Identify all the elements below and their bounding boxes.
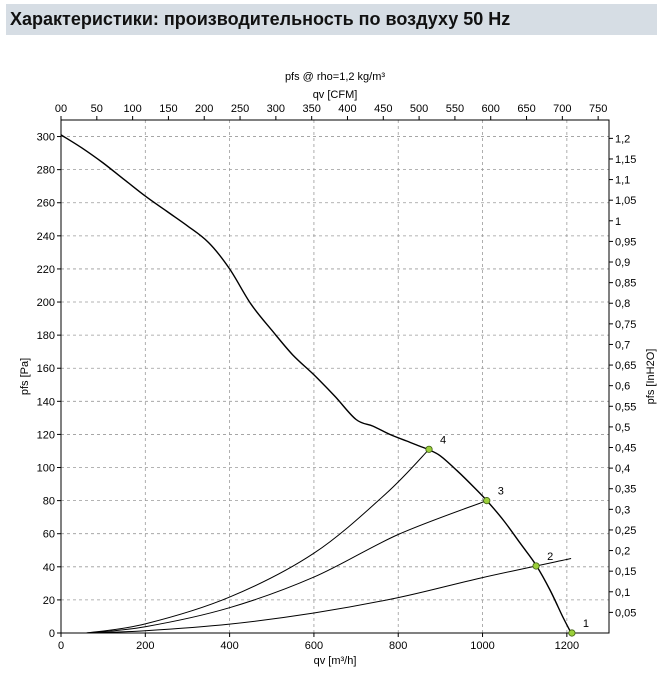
x-tick-label: 0 xyxy=(58,640,64,652)
y2-tick-label: 0,45 xyxy=(615,443,636,455)
fan-curve-line xyxy=(60,134,572,634)
operating-point-label: 3 xyxy=(498,486,504,498)
y2-tick-label: 1,1 xyxy=(615,175,630,187)
y-tick-label: 220 xyxy=(37,264,55,276)
y2-tick-label: 0,85 xyxy=(615,278,636,290)
x-axis-label: qv [m³/h] xyxy=(314,655,357,667)
y-tick-label: 120 xyxy=(37,429,55,441)
y-tick-label: 200 xyxy=(37,297,55,309)
system-curve-line xyxy=(86,500,487,634)
x2-tick-label: 250 xyxy=(231,103,249,115)
y-tick-label: 160 xyxy=(37,363,55,375)
x2-tick-label: 750 xyxy=(589,103,607,115)
y-tick-label: 260 xyxy=(37,198,55,210)
chart-title: pfs @ rho=1,2 kg/m³ xyxy=(285,71,385,83)
x-tick-label: 200 xyxy=(136,640,154,652)
y2-tick-label: 0,9 xyxy=(615,257,630,269)
x-tick-label: 600 xyxy=(305,640,323,652)
y2-tick-label: 0,55 xyxy=(615,401,636,413)
y2-tick-label: 0,2 xyxy=(615,546,630,558)
x2-tick-label: 50 xyxy=(91,103,103,115)
y-tick-label: 100 xyxy=(37,463,55,475)
y2-tick-label: 0,05 xyxy=(615,607,636,619)
x2-tick-label: 650 xyxy=(517,103,535,115)
x2-tick-label: 600 xyxy=(482,103,500,115)
y-tick-label: 280 xyxy=(37,165,55,177)
y-tick-label: 40 xyxy=(43,562,55,574)
y2-tick-label: 1,2 xyxy=(615,133,630,145)
x2-tick-label: 150 xyxy=(159,103,177,115)
y-tick-label: 240 xyxy=(37,231,55,243)
y-tick-label: 80 xyxy=(43,496,55,508)
y2-tick-label: 0,4 xyxy=(615,463,630,475)
header-bar: Характеристики: производительность по во… xyxy=(6,4,657,35)
page-title: Характеристики: производительность по во… xyxy=(10,9,511,29)
y2-tick-label: 0,8 xyxy=(615,298,630,310)
operating-point-marker xyxy=(568,629,576,637)
operating-point-marker xyxy=(483,497,491,505)
y2-tick-label: 1,05 xyxy=(615,195,636,207)
y2-tick-label: 0,95 xyxy=(615,236,636,248)
y-tick-label: 180 xyxy=(37,330,55,342)
plot-frame xyxy=(60,119,610,634)
operating-point-label: 2 xyxy=(547,551,553,563)
x2-tick-label: 200 xyxy=(195,103,213,115)
y2-tick-label: 0,65 xyxy=(615,360,636,372)
x2-tick-label: 350 xyxy=(302,103,320,115)
x2-tick-label: 00 xyxy=(55,103,67,115)
x-tick-label: 1000 xyxy=(470,640,494,652)
operating-point-marker xyxy=(532,562,540,570)
ticks: 0 200 400 600 800 1000 12000204060801001201401… xyxy=(37,103,637,652)
x2-axis-label: qv [CFM] xyxy=(313,89,358,101)
y2-tick-label: 0,25 xyxy=(615,525,636,537)
y-tick-label: 20 xyxy=(43,595,55,607)
y2-tick-label: 0,75 xyxy=(615,319,636,331)
y2-tick-label: 1 xyxy=(615,216,621,228)
y-tick-label: 60 xyxy=(43,529,55,541)
x2-tick-label: 300 xyxy=(267,103,285,115)
system-curve-line xyxy=(86,448,430,634)
y2-tick-label: 0,7 xyxy=(615,339,630,351)
x2-tick-label: 100 xyxy=(123,103,141,115)
y2-tick-label: 0,35 xyxy=(615,484,636,496)
curves: 1 2 3 4 xyxy=(60,134,589,637)
y2-tick-label: 0,6 xyxy=(615,381,630,393)
y2-tick-label: 0,1 xyxy=(615,587,630,599)
y2-tick-label: 0,3 xyxy=(615,504,630,516)
x-tick-label: 1200 xyxy=(555,640,579,652)
y-tick-label: 140 xyxy=(37,396,55,408)
operating-point-marker xyxy=(425,445,433,453)
x-tick-label: 400 xyxy=(220,640,238,652)
x2-tick-label: 700 xyxy=(553,103,571,115)
y2-tick-label: 0,5 xyxy=(615,422,630,434)
y-tick-label: 300 xyxy=(37,132,55,144)
x2-tick-label: 450 xyxy=(374,103,392,115)
grid xyxy=(61,120,609,633)
y-axis-label: pfs [Pa] xyxy=(19,358,31,395)
x-tick-label: 800 xyxy=(389,640,407,652)
y2-axis-label: pfs [InH2O] xyxy=(645,349,657,405)
operating-point-label: 1 xyxy=(583,618,589,630)
x2-tick-label: 500 xyxy=(410,103,428,115)
x2-tick-label: 400 xyxy=(338,103,356,115)
y2-tick-label: 1,15 xyxy=(615,154,636,166)
x2-tick-label: 550 xyxy=(446,103,464,115)
system-curve-line xyxy=(86,558,572,634)
y-tick-label: 0 xyxy=(49,628,55,640)
operating-point-label: 4 xyxy=(440,434,446,446)
y2-tick-label: 0,15 xyxy=(615,566,636,578)
